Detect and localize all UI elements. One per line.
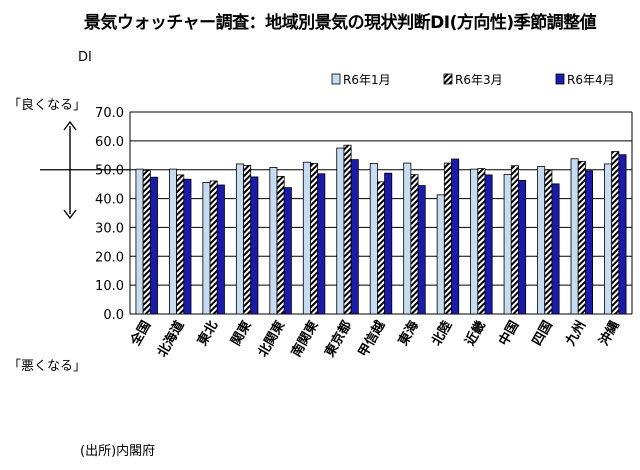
y-tick-label: 50.0 bbox=[95, 164, 124, 179]
y-tick-label: 0.0 bbox=[103, 308, 124, 323]
bar bbox=[276, 175, 285, 315]
bad-direction-label: 「悪くなる」 bbox=[8, 359, 87, 374]
bar bbox=[209, 180, 218, 315]
bar bbox=[384, 172, 393, 315]
bar bbox=[310, 162, 319, 315]
good-direction-label: 「良くなる」 bbox=[8, 98, 87, 113]
bar bbox=[544, 169, 553, 315]
bar bbox=[618, 154, 627, 315]
x-tick-label: 九州 bbox=[563, 319, 589, 350]
bar bbox=[518, 179, 527, 315]
bar bbox=[269, 167, 278, 315]
y-axis-label: DI bbox=[78, 50, 92, 65]
bar bbox=[216, 184, 225, 315]
bar bbox=[484, 174, 493, 315]
bar bbox=[317, 173, 326, 315]
bar bbox=[604, 163, 613, 315]
bar bbox=[369, 162, 378, 315]
legend-label: R6年1月 bbox=[343, 73, 391, 87]
bar bbox=[577, 160, 586, 315]
bar bbox=[350, 159, 359, 315]
legend-swatch bbox=[331, 73, 341, 85]
bar bbox=[283, 187, 292, 315]
plot-area: 0.0 10.0 20.0 30.0 40.0 50.0 60.0 70.0 全国 北海道 東北 関東… bbox=[40, 73, 633, 360]
bar bbox=[510, 165, 519, 315]
bar bbox=[470, 168, 479, 315]
y-tick-label: 10.0 bbox=[95, 279, 124, 294]
x-tick-label: 南関東 bbox=[288, 318, 321, 360]
bar bbox=[451, 158, 460, 315]
bar bbox=[537, 166, 546, 315]
x-tick-label: 近畿 bbox=[462, 318, 489, 349]
bar bbox=[235, 163, 244, 315]
x-tick-label: 東海 bbox=[395, 318, 422, 349]
bar bbox=[570, 158, 579, 315]
x-tick-label: 全国 bbox=[127, 318, 154, 349]
arrow-down-head bbox=[63, 209, 77, 220]
legend-swatch bbox=[443, 73, 453, 85]
y-tick-label: 40.0 bbox=[95, 193, 124, 208]
bar bbox=[403, 162, 412, 315]
bar bbox=[443, 162, 452, 315]
bar bbox=[477, 168, 486, 315]
x-tick-label: 東北 bbox=[194, 318, 221, 349]
bar bbox=[250, 176, 259, 315]
x-tick-label: 北陸 bbox=[429, 318, 456, 349]
bar bbox=[417, 185, 426, 315]
bar bbox=[302, 161, 311, 315]
bar bbox=[176, 174, 185, 315]
bar bbox=[611, 151, 620, 315]
x-tick-label: 四国 bbox=[530, 319, 556, 349]
bar bbox=[503, 173, 512, 315]
bar bbox=[336, 147, 345, 315]
x-tick-label: 甲信越 bbox=[355, 317, 389, 360]
x-tick-label: 中国 bbox=[495, 318, 522, 349]
bar bbox=[243, 164, 252, 315]
bar bbox=[142, 169, 151, 315]
y-tick-label: 60.0 bbox=[95, 135, 124, 150]
bar bbox=[168, 168, 177, 315]
y-tick-label: 20.0 bbox=[95, 250, 124, 265]
bar bbox=[135, 168, 144, 315]
bar bbox=[149, 176, 158, 315]
bar bbox=[410, 174, 419, 315]
bar bbox=[436, 194, 445, 315]
bar bbox=[585, 170, 594, 315]
chart-title: 景気ウォッチャー調査：地域別景気の現状判断DI(方向性)季節調整値 bbox=[83, 13, 597, 33]
y-tick-label: 30.0 bbox=[95, 221, 124, 236]
legend-swatch bbox=[555, 73, 565, 85]
bar bbox=[183, 178, 192, 315]
arrow-up-head bbox=[63, 120, 77, 131]
source-note: (出所)内閣府 bbox=[80, 444, 156, 459]
bar bbox=[343, 144, 352, 315]
bar bbox=[376, 181, 385, 315]
y-tick-label: 70.0 bbox=[95, 106, 124, 121]
x-tick-label: 関東 bbox=[228, 318, 255, 349]
legend-label: R6年4月 bbox=[567, 73, 615, 87]
bar bbox=[551, 183, 560, 315]
x-tick-label: 東京都 bbox=[322, 318, 355, 360]
x-tick-label: 北海道 bbox=[154, 318, 187, 360]
bar bbox=[202, 182, 211, 315]
x-tick-label: 北関東 bbox=[255, 318, 288, 360]
legend-label: R6年3月 bbox=[455, 73, 503, 87]
x-tick-label: 沖縄 bbox=[596, 318, 623, 349]
